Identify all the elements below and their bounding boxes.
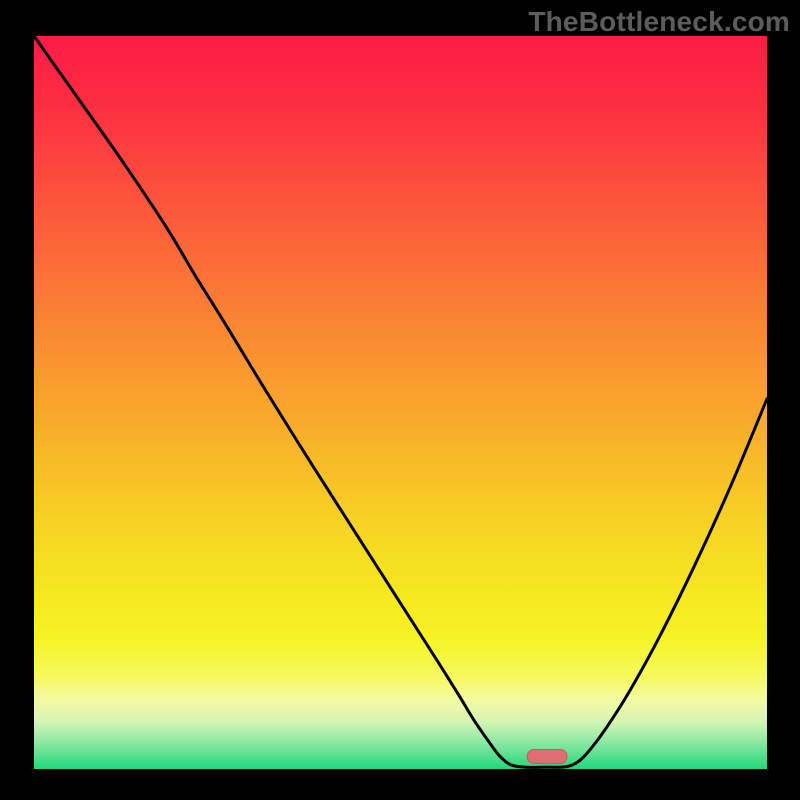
plot-svg — [0, 0, 800, 800]
plot-background — [34, 36, 767, 769]
watermark-label: TheBottleneck.com — [528, 6, 790, 38]
optimal-marker — [527, 750, 567, 764]
